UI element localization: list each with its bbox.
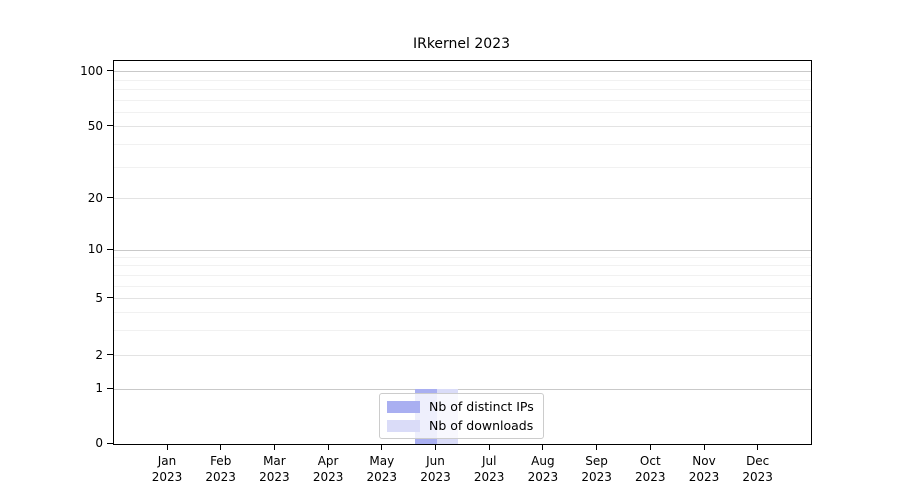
x-tick-label-oct-2023: Oct 2023 <box>635 454 666 484</box>
legend-item-distinct-ips: Nb of distinct IPs <box>387 399 534 414</box>
y-tick-label-1: 1 <box>95 381 103 395</box>
x-tick-mark-7 <box>542 444 544 450</box>
x-tick-mark-4 <box>381 444 383 450</box>
x-tick-mark-0 <box>166 444 168 450</box>
y-tick-mark-20 <box>107 197 113 199</box>
x-tick-label-jul-2023: Jul 2023 <box>473 454 505 484</box>
gridline-y-7 <box>114 274 811 276</box>
chart-title: IRkernel 2023 <box>412 36 511 52</box>
gridline-y-30 <box>114 166 811 168</box>
x-tick-label-dec-2023: Dec 2023 <box>742 454 773 484</box>
gridline-y-4 <box>114 312 811 314</box>
gridline-y-8 <box>114 265 811 267</box>
y-tick-mark-5 <box>107 297 113 299</box>
legend: Nb of distinct IPs Nb of downloads <box>379 393 544 439</box>
x-tick-label-jun-2023: Jun 2023 <box>420 454 451 484</box>
x-tick-label-apr-2023: Apr 2023 <box>312 454 344 484</box>
x-tick-label-mar-2023: Mar 2023 <box>259 454 290 484</box>
y-tick-mark-50 <box>107 125 113 127</box>
y-tick-mark-10 <box>107 248 113 250</box>
x-tick-label-sep-2023: Sep 2023 <box>581 454 612 484</box>
x-tick-mark-1 <box>220 444 222 450</box>
legend-swatch-distinct-ips <box>387 400 420 413</box>
y-tick-label-0: 0 <box>95 436 103 450</box>
legend-swatch-downloads <box>387 419 420 432</box>
x-tick-mark-3 <box>327 444 329 450</box>
legend-label-downloads: Nb of downloads <box>429 418 534 433</box>
gridline-y-60 <box>114 111 811 113</box>
gridline-y-100 <box>114 71 811 73</box>
x-tick-mark-9 <box>649 444 651 450</box>
y-tick-mark-100 <box>107 70 113 72</box>
gridline-y-90 <box>114 79 811 81</box>
x-tick-mark-2 <box>273 444 275 450</box>
gridline-y-10 <box>114 249 811 251</box>
gridline-y-5 <box>114 298 811 300</box>
gridline-y-9 <box>114 256 811 258</box>
y-tick-label-10: 10 <box>87 242 103 256</box>
gridline-y-1 <box>114 388 811 390</box>
gridline-y-40 <box>114 144 811 146</box>
legend-item-downloads: Nb of downloads <box>387 418 534 433</box>
x-tick-mark-5 <box>435 444 436 450</box>
plot-area: Nb of distinct IPs Nb of downloads <box>113 60 812 445</box>
x-tick-label-may-2023: May 2023 <box>366 454 398 484</box>
y-tick-mark-0 <box>107 442 113 444</box>
gridline-y-50 <box>114 126 811 128</box>
gridline-y-80 <box>114 88 811 90</box>
y-tick-label-100: 100 <box>80 63 103 78</box>
x-tick-mark-10 <box>703 444 705 450</box>
x-tick-mark-8 <box>596 444 598 450</box>
y-tick-label-20: 20 <box>87 190 103 205</box>
x-tick-label-feb-2023: Feb 2023 <box>205 454 236 484</box>
gridline-y-20 <box>114 198 811 200</box>
gridline-y-3 <box>114 330 811 332</box>
legend-label-distinct-ips: Nb of distinct IPs <box>429 399 534 414</box>
x-tick-label-nov-2023: Nov 2023 <box>688 454 720 484</box>
x-tick-label-jan-2023: Jan 2023 <box>151 454 183 484</box>
y-tick-mark-1 <box>107 387 113 389</box>
x-tick-mark-11 <box>757 444 759 450</box>
y-tick-label-2: 2 <box>95 347 103 362</box>
y-tick-mark-2 <box>107 354 113 356</box>
gridline-y-70 <box>114 99 811 101</box>
x-tick-label-aug-2023: Aug 2023 <box>527 454 559 484</box>
x-tick-mark-6 <box>488 444 490 450</box>
gridline-y-2 <box>114 355 811 357</box>
gridline-y-6 <box>114 285 811 287</box>
y-tick-label-5: 5 <box>95 290 103 305</box>
y-tick-label-50: 50 <box>87 118 103 133</box>
